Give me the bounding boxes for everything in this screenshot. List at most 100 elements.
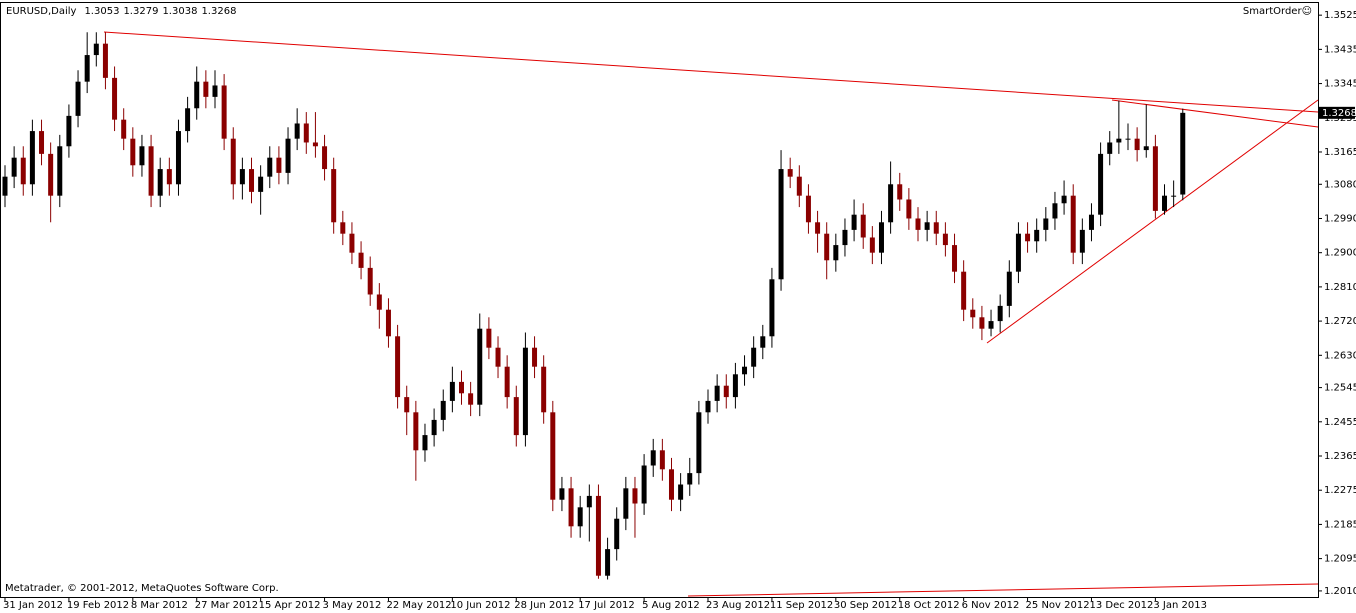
x-tick-label: 3 May 2012	[323, 600, 382, 611]
candle-body	[486, 328, 492, 348]
plugin-label[interactable]: SmartOrder☺	[1243, 6, 1312, 17]
x-tick-label: 31 Jan 2012	[3, 600, 63, 611]
y-tick-label: 1.2900	[1324, 248, 1356, 259]
candle-body	[595, 495, 601, 576]
candle-body	[906, 199, 912, 219]
candle-body	[1180, 112, 1186, 195]
candle-body	[833, 245, 839, 261]
y-tick-label: 1.2545	[1324, 383, 1356, 394]
candle-body	[796, 176, 802, 196]
candle-body	[102, 43, 108, 78]
candle-body	[1098, 153, 1104, 215]
candle-body	[431, 419, 437, 436]
candle-body	[1143, 146, 1149, 151]
x-tick-label: 22 May 2012	[386, 600, 451, 611]
candle-body	[942, 233, 948, 246]
candle-body	[57, 146, 63, 196]
candle-body	[577, 507, 583, 527]
candle-body	[888, 184, 894, 223]
x-tick-label: 6 Nov 2012	[962, 600, 1020, 611]
candle-body	[605, 549, 611, 576]
candle-body	[988, 321, 994, 329]
y-tick-label: 1.2275	[1324, 485, 1356, 496]
candle-body	[961, 271, 967, 310]
candle-body	[340, 222, 346, 234]
y-tick-label: 1.3525	[1324, 10, 1356, 21]
candle-body	[422, 435, 428, 451]
candle-body	[696, 412, 702, 474]
candle-body	[1116, 138, 1122, 143]
candle-body	[1025, 233, 1031, 242]
plot-frame	[0, 2, 1319, 598]
candle-body	[276, 157, 282, 173]
candle-body	[751, 347, 757, 367]
candle-body	[130, 138, 136, 166]
candle-body	[2, 176, 8, 196]
last-low: 1.3038	[162, 6, 197, 17]
chart-header: EURUSD,Daily 1.3053 1.3279 1.3038 1.3268	[6, 6, 236, 17]
x-tick-label: 10 Jun 2012	[450, 600, 510, 611]
candle-body	[687, 473, 693, 485]
candle-body	[157, 169, 163, 196]
y-tick-label: 1.2010	[1324, 586, 1356, 597]
candle-body	[778, 169, 784, 280]
watermark: Metatrader, © 2001-2012, MetaQuotes Soft…	[5, 583, 279, 594]
y-tick-label: 1.2990	[1324, 213, 1356, 224]
last-open: 1.3053	[84, 6, 119, 17]
candle-body	[358, 252, 364, 268]
candle-body	[312, 142, 318, 147]
y-tick-label: 1.2720	[1324, 316, 1356, 327]
candle-body	[322, 146, 328, 170]
trendline	[687, 583, 1319, 597]
candle-body	[668, 469, 674, 500]
x-tick-label: 19 Feb 2012	[67, 600, 129, 611]
candle-body	[924, 222, 930, 230]
candle-body	[459, 381, 464, 394]
candle-body	[641, 465, 647, 504]
candle-body	[148, 146, 154, 196]
candle-body	[1125, 138, 1131, 140]
candle-body	[468, 393, 474, 405]
candle-body	[203, 81, 209, 97]
candle-body	[449, 381, 455, 401]
candle-body	[824, 233, 830, 261]
candle-body	[212, 85, 218, 97]
candle-body	[1152, 146, 1158, 211]
candle-body	[1088, 214, 1094, 230]
x-tick-label: 28 Jun 2012	[514, 600, 574, 611]
y-tick-label: 1.2185	[1324, 519, 1356, 530]
x-tick-label: 15 Apr 2012	[259, 600, 321, 611]
y-tick-label: 1.2095	[1324, 554, 1356, 565]
candle-body	[385, 309, 391, 337]
candle-body	[20, 157, 26, 185]
candle-body	[760, 336, 766, 348]
candle-body	[979, 317, 985, 329]
y-tick-label: 1.2455	[1324, 417, 1356, 428]
candle-body	[714, 385, 720, 401]
candles	[2, 32, 1186, 580]
candle-body	[112, 77, 118, 120]
x-tick-label: 17 Jul 2012	[578, 600, 635, 611]
x-tick-label: 30 Sep 2012	[834, 600, 897, 611]
x-tick-label: 23 Aug 2012	[706, 600, 770, 611]
candle-body	[267, 157, 273, 177]
candle-body	[29, 131, 35, 185]
candle-body	[997, 305, 1003, 322]
candle-body	[376, 294, 382, 310]
candle-body	[897, 184, 903, 200]
candle-body	[815, 222, 821, 234]
candle-body	[860, 214, 866, 238]
last-high: 1.3279	[123, 6, 158, 17]
candle-body	[239, 169, 245, 185]
x-tick-label: 3 Jan 2013	[1153, 600, 1207, 611]
candle-body	[805, 195, 811, 223]
candle-body	[705, 400, 711, 413]
candle-body	[1107, 142, 1113, 154]
candle-body	[404, 397, 410, 413]
y-tick-label: 1.2630	[1324, 350, 1356, 361]
candle-body	[303, 123, 309, 143]
symbol: EURUSD,Daily	[6, 6, 77, 17]
candle-body	[1134, 138, 1140, 151]
trendline	[986, 99, 1319, 344]
